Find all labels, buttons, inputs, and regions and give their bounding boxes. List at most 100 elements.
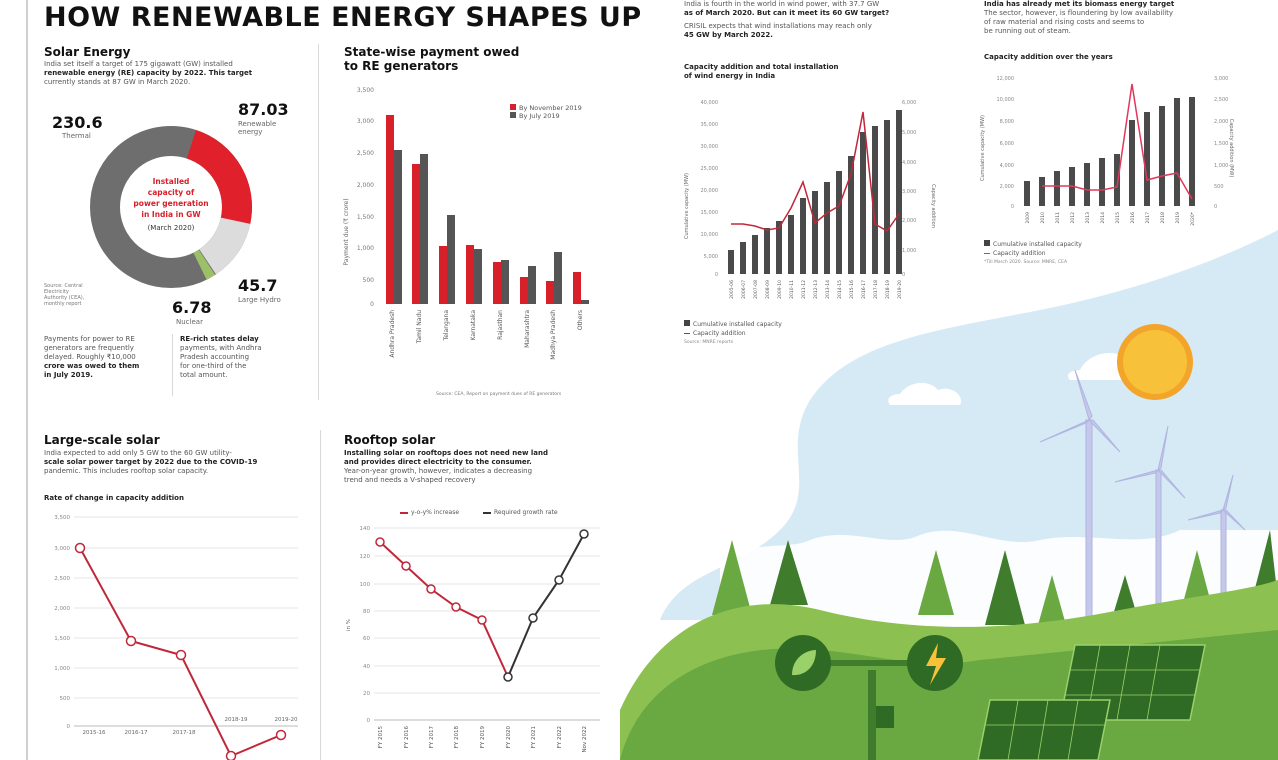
intro-line: India expected to add only 5 GW to the 6…	[44, 449, 232, 457]
biomass-chart-title: Capacity addition over the years	[984, 53, 1113, 61]
note-line: generators are frequently	[44, 344, 134, 352]
large-solar-heading: Large-scale solar	[44, 433, 160, 447]
legend-item-line: Capacity addition	[684, 329, 782, 338]
svg-text:2017-18: 2017-18	[173, 730, 196, 736]
svg-text:Cumulative capacity (MW): Cumulative capacity (MW)	[684, 173, 690, 239]
svg-text:FY 2018: FY 2018	[454, 726, 460, 749]
solar-energy-heading: Solar Energy	[44, 45, 131, 59]
donut-hydro	[90, 126, 252, 288]
svg-text:12,000: 12,000	[997, 76, 1015, 82]
svg-text:2019-20: 2019-20	[275, 717, 298, 723]
svg-text:1,000: 1,000	[357, 245, 374, 252]
svg-text:1,000: 1,000	[54, 666, 70, 672]
intro-line: India is fourth in the world in wind pow…	[684, 0, 880, 8]
svg-text:3,000: 3,000	[357, 118, 374, 125]
svg-text:3,500: 3,500	[357, 87, 374, 94]
svg-text:10,000: 10,000	[701, 232, 719, 238]
svg-text:2006-07: 2006-07	[741, 280, 747, 299]
svg-text:5,000: 5,000	[704, 254, 718, 260]
state-payments-legend: By November 2019 By July 2019	[510, 104, 582, 120]
svg-text:2020*: 2020*	[1190, 211, 1196, 225]
svg-text:2018-19: 2018-19	[885, 280, 891, 299]
svg-text:2015-16: 2015-16	[849, 280, 855, 299]
svg-text:Others: Others	[577, 310, 584, 330]
wind-chart-title: Capacity addition and total installation…	[684, 63, 839, 81]
intro-line: trend and needs a V-shaped recovery	[344, 476, 476, 484]
note-line: in July 2019.	[44, 371, 93, 379]
svg-text:100: 100	[360, 582, 371, 588]
svg-text:Capacity addition (MW): Capacity addition (MW)	[1228, 119, 1234, 178]
note-re-rich-states: RE-rich states delay payments, with Andh…	[180, 335, 280, 380]
legend-item-yoy: y-o-y% increase	[400, 509, 459, 516]
svg-text:2,500: 2,500	[1214, 97, 1228, 103]
svg-text:140: 140	[360, 526, 371, 532]
legend-item-line: Capacity addition	[984, 249, 1082, 258]
svg-text:80: 80	[363, 609, 370, 615]
svg-text:2009: 2009	[1025, 212, 1031, 224]
state-payments-chart: 3,500 3,000 2,500 2,000 1,500 1,000 500 0 Paym…	[343, 87, 589, 360]
svg-text:Telangana: Telangana	[443, 310, 450, 342]
legend-item-jul: By July 2019	[510, 112, 582, 120]
note-line: Payments for power to RE	[44, 335, 135, 343]
svg-text:2012: 2012	[1070, 212, 1076, 224]
svg-text:1,000: 1,000	[902, 248, 916, 254]
wind-legend: Cumulative installed capacity Capacity a…	[684, 320, 782, 347]
renewable-landscape-illustration	[620, 230, 1278, 760]
svg-text:6,000: 6,000	[902, 100, 916, 106]
svg-text:2016-17: 2016-17	[125, 730, 148, 736]
svg-text:2011-12: 2011-12	[801, 280, 807, 299]
svg-text:0: 0	[715, 272, 718, 278]
svg-text:2,000: 2,000	[1000, 184, 1014, 190]
column-divider	[318, 44, 319, 400]
wind-bars	[728, 110, 902, 274]
svg-text:FY 2020: FY 2020	[506, 726, 512, 749]
intro-line: pandemic. This includes rooftop solar ca…	[44, 467, 209, 475]
intro-line: and provides direct electricity to the c…	[344, 458, 532, 466]
column-divider	[320, 430, 321, 760]
intro-line: India set itself a target of 175 gigawat…	[44, 60, 233, 68]
rooftop-heading: Rooftop solar	[344, 433, 436, 447]
svg-text:2,000: 2,000	[357, 182, 374, 189]
svg-text:2,000: 2,000	[1214, 119, 1228, 125]
page-title: HOW RENEWABLE ENERGY SHAPES UP	[44, 2, 642, 33]
biomass-intro: India has already met its biomass energy…	[984, 0, 1234, 36]
rooftop-yoy-line	[379, 541, 509, 678]
svg-text:0: 0	[1214, 204, 1217, 210]
intro-line: Installing solar on rooftops does not ne…	[344, 449, 548, 457]
svg-text:power generation: power generation	[133, 199, 208, 208]
svg-text:in %: in %	[346, 619, 352, 631]
wind-source: Source: MNRE reports	[684, 340, 734, 345]
large-solar-intro: India expected to add only 5 GW to the 6…	[44, 449, 304, 476]
y-axis: 3,500 3,000 2,500 2,000 1,500 1,000 500 0	[357, 87, 374, 308]
donut-source: Source: Central Electricity Authority (C…	[44, 283, 85, 307]
renewable-label: Renewable energy	[238, 120, 277, 136]
svg-text:120: 120	[360, 554, 371, 560]
svg-text:20: 20	[363, 691, 370, 697]
svg-text:2010-11: 2010-11	[789, 280, 795, 299]
title-line: of wind energy in India	[684, 72, 776, 80]
svg-text:2009-10: 2009-10	[777, 280, 783, 299]
legend-item-bar: Cumulative installed capacity	[684, 320, 782, 329]
state-payments-heading: State-wise payment owed to RE generators	[344, 45, 519, 73]
svg-text:3,000: 3,000	[54, 546, 70, 552]
title-line: Capacity addition and total installation	[684, 63, 839, 71]
svg-text:20,000: 20,000	[701, 188, 719, 194]
wind-capacity-chart: 40,000 35,000 30,000 25,000 20,000 15,000 10,…	[684, 100, 936, 299]
intro-line: CRISIL expects that wind installations m…	[684, 22, 872, 30]
svg-text:0: 0	[370, 301, 374, 308]
svg-text:4,000: 4,000	[902, 160, 916, 166]
page-left-border	[26, 0, 28, 760]
thermal-label: Thermal	[62, 132, 91, 140]
nuclear-label: Nuclear	[176, 318, 203, 326]
cloud-icon	[888, 382, 961, 405]
intro-line: Year-on-year growth, however, indicates …	[344, 467, 533, 475]
legend-item-required: Required growth rate	[482, 509, 558, 516]
svg-text:60: 60	[363, 636, 370, 642]
svg-text:2,500: 2,500	[54, 576, 70, 582]
svg-text:2013: 2013	[1085, 212, 1091, 224]
svg-text:Karnataka: Karnataka	[470, 310, 477, 341]
legend-label: y-o-y% increase	[411, 509, 460, 516]
sun-icon	[1117, 324, 1193, 400]
svg-text:1,000: 1,000	[1214, 163, 1228, 169]
svg-text:2015: 2015	[1115, 212, 1121, 224]
